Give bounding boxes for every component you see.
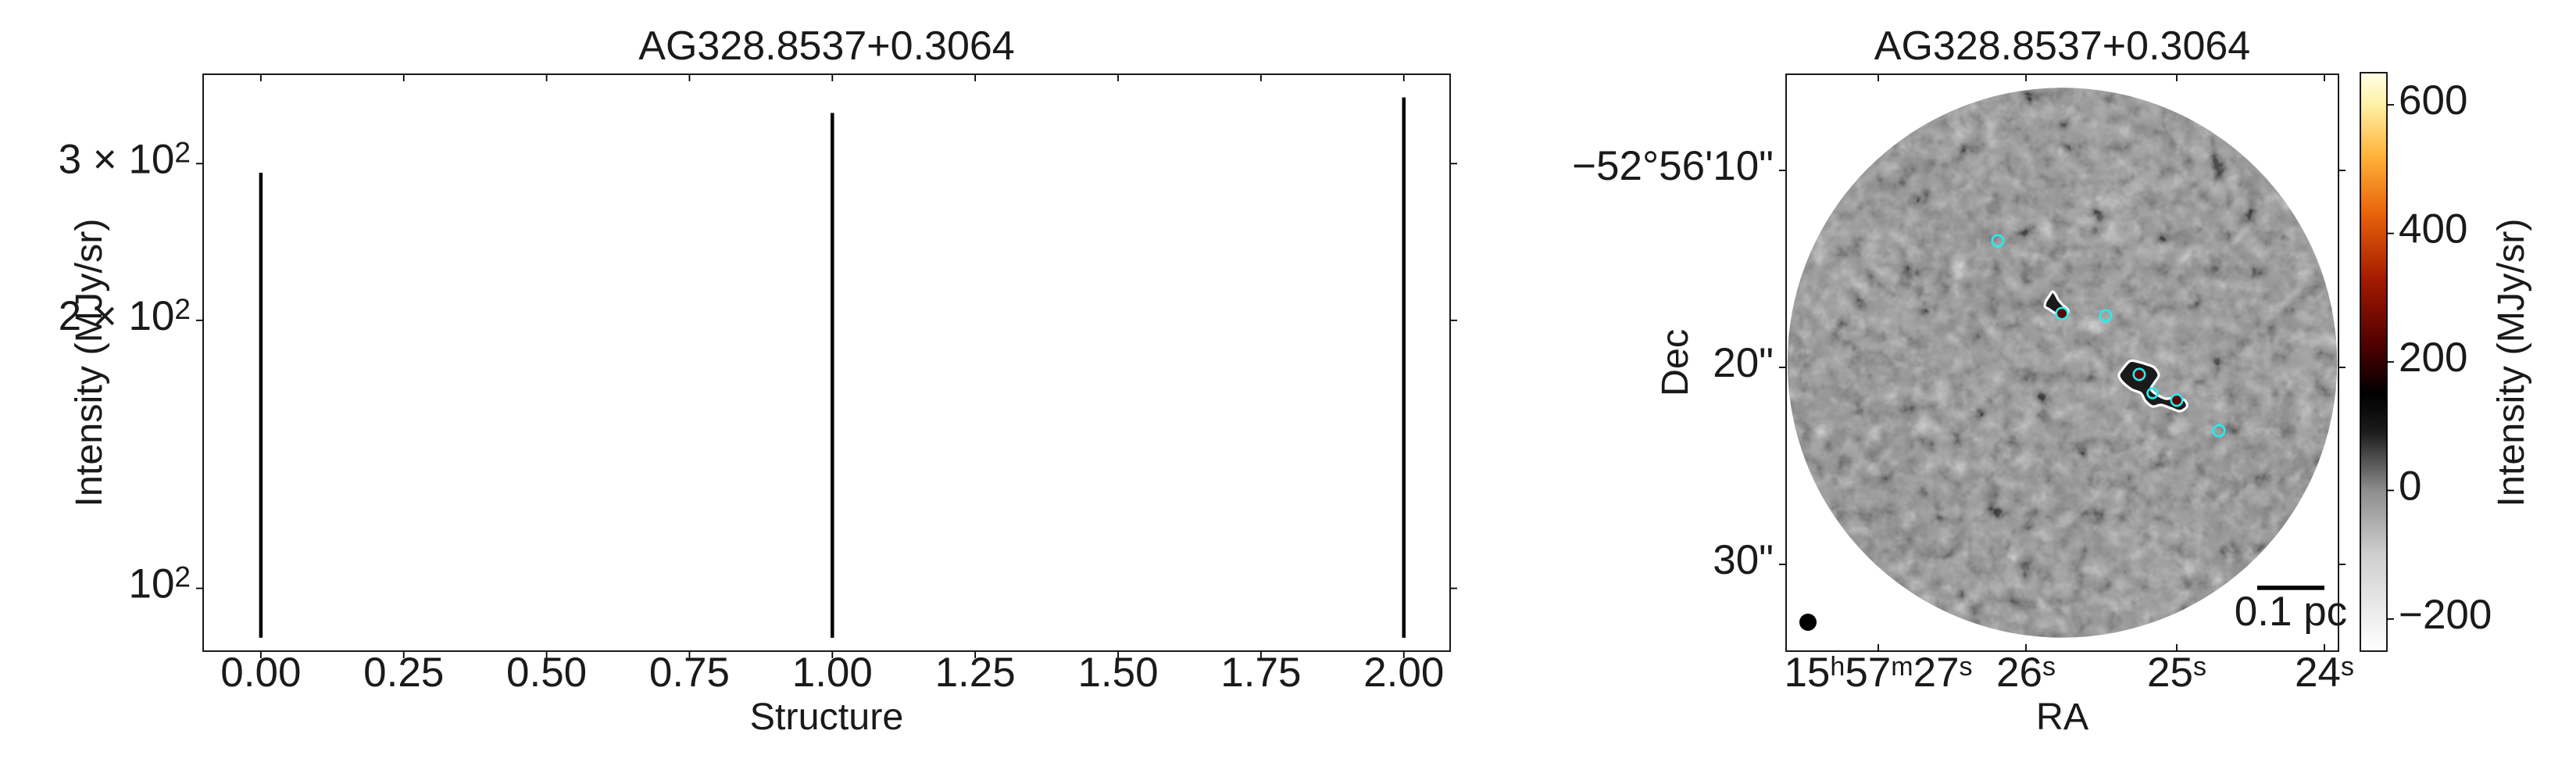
svg-text:RA: RA — [2036, 696, 2089, 738]
svg-text:0.1 pc: 0.1 pc — [2235, 589, 2347, 635]
svg-text:20": 20" — [1713, 340, 1774, 386]
svg-text:0.25: 0.25 — [363, 650, 444, 696]
svg-text:600: 600 — [2399, 77, 2467, 124]
svg-text:0.75: 0.75 — [649, 650, 730, 696]
svg-text:AG328.8537+0.3064: AG328.8537+0.3064 — [638, 23, 1014, 69]
svg-text:24s: 24s — [2295, 650, 2354, 696]
svg-text:1.50: 1.50 — [1077, 650, 1158, 696]
svg-text:2.00: 2.00 — [1363, 650, 1444, 696]
svg-text:15h57m27s: 15h57m27s — [1784, 650, 1972, 696]
svg-text:−200: −200 — [2399, 592, 2492, 638]
svg-text:102: 102 — [128, 561, 191, 607]
svg-text:200: 200 — [2399, 335, 2467, 381]
svg-text:26s: 26s — [1996, 650, 2056, 696]
svg-text:Dec: Dec — [1654, 329, 1696, 396]
svg-text:1.25: 1.25 — [935, 650, 1016, 696]
svg-text:Intensity (MJy/sr): Intensity (MJy/sr) — [68, 218, 110, 507]
svg-text:30": 30" — [1713, 537, 1774, 583]
svg-text:AG328.8537+0.3064: AG328.8537+0.3064 — [1874, 23, 2250, 69]
svg-text:0: 0 — [2399, 463, 2421, 509]
svg-text:3 × 102: 3 × 102 — [59, 136, 191, 182]
svg-text:−52°56'10": −52°56'10" — [1572, 143, 1774, 189]
svg-text:1.00: 1.00 — [792, 650, 873, 696]
svg-text:25s: 25s — [2147, 650, 2206, 696]
svg-text:400: 400 — [2399, 206, 2467, 252]
svg-text:Structure: Structure — [750, 696, 904, 738]
svg-text:0.00: 0.00 — [220, 650, 301, 696]
svg-text:Intensity (MJy/sr): Intensity (MJy/sr) — [2490, 218, 2532, 507]
svg-text:0.50: 0.50 — [506, 650, 587, 696]
svg-text:1.75: 1.75 — [1220, 650, 1301, 696]
